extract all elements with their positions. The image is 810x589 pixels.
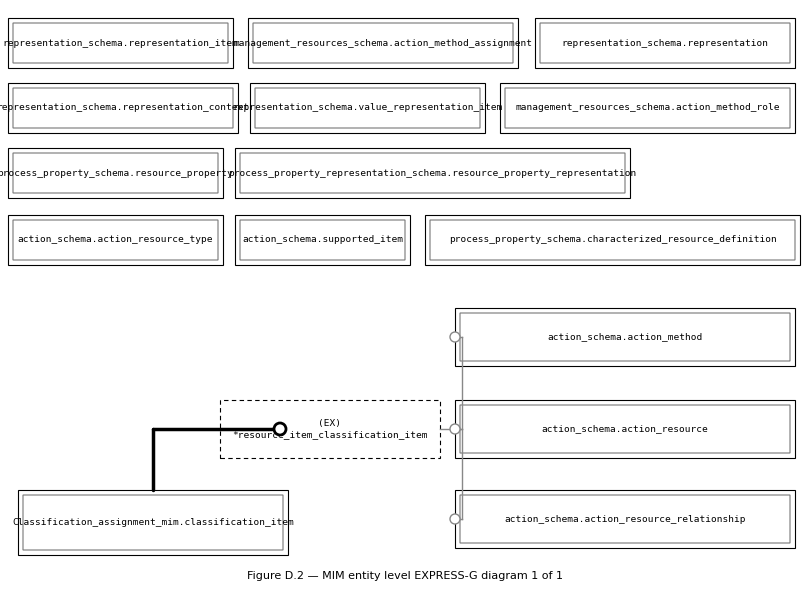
FancyBboxPatch shape (13, 153, 218, 193)
FancyBboxPatch shape (460, 313, 790, 361)
Text: representation_schema.value_representation_item: representation_schema.value_representati… (232, 104, 503, 112)
FancyBboxPatch shape (455, 400, 795, 458)
FancyBboxPatch shape (8, 18, 233, 68)
Text: action_schema.action_resource_type: action_schema.action_resource_type (18, 236, 213, 244)
Text: process_property_representation_schema.resource_property_representation: process_property_representation_schema.r… (228, 168, 637, 177)
Text: representation_schema.representation: representation_schema.representation (561, 38, 769, 48)
Text: action_schema.action_method: action_schema.action_method (548, 333, 702, 342)
FancyBboxPatch shape (235, 215, 410, 265)
FancyBboxPatch shape (460, 495, 790, 543)
FancyBboxPatch shape (8, 215, 223, 265)
FancyBboxPatch shape (540, 23, 790, 63)
Text: management_resources_schema.action_method_assignment: management_resources_schema.action_metho… (233, 38, 532, 48)
FancyBboxPatch shape (18, 490, 288, 555)
FancyBboxPatch shape (220, 400, 440, 458)
Text: action_schema.supported_item: action_schema.supported_item (242, 236, 403, 244)
FancyBboxPatch shape (240, 153, 625, 193)
FancyBboxPatch shape (13, 220, 218, 260)
Text: management_resources_schema.action_method_role: management_resources_schema.action_metho… (515, 104, 780, 112)
Text: action_schema.action_resource_relationship: action_schema.action_resource_relationsh… (505, 515, 746, 524)
Text: action_schema.action_resource: action_schema.action_resource (542, 425, 709, 434)
FancyBboxPatch shape (8, 148, 223, 198)
FancyBboxPatch shape (13, 88, 233, 128)
Circle shape (450, 514, 460, 524)
Circle shape (274, 423, 286, 435)
FancyBboxPatch shape (455, 308, 795, 366)
FancyBboxPatch shape (460, 405, 790, 453)
FancyBboxPatch shape (253, 23, 513, 63)
FancyBboxPatch shape (455, 490, 795, 548)
Text: Figure D.2 — MIM entity level EXPRESS-G diagram 1 of 1: Figure D.2 — MIM entity level EXPRESS-G … (247, 571, 563, 581)
Text: representation_schema.representation_context: representation_schema.representation_con… (0, 104, 249, 112)
Text: representation_schema.representation_item: representation_schema.representation_ite… (2, 38, 238, 48)
FancyBboxPatch shape (23, 495, 283, 550)
Text: process_property_schema.characterized_resource_definition: process_property_schema.characterized_re… (449, 236, 776, 244)
Text: (EX)
*resource_item_classification_item: (EX) *resource_item_classification_item (232, 419, 428, 439)
FancyBboxPatch shape (425, 215, 800, 265)
Circle shape (450, 424, 460, 434)
FancyBboxPatch shape (8, 83, 238, 133)
FancyBboxPatch shape (13, 23, 228, 63)
FancyBboxPatch shape (535, 18, 795, 68)
FancyBboxPatch shape (248, 18, 518, 68)
FancyBboxPatch shape (505, 88, 790, 128)
FancyBboxPatch shape (500, 83, 795, 133)
FancyBboxPatch shape (240, 220, 405, 260)
Text: process_property_schema.resource_property: process_property_schema.resource_propert… (0, 168, 233, 177)
Text: Classification_assignment_mim.classification_item: Classification_assignment_mim.classifica… (12, 518, 294, 527)
FancyBboxPatch shape (235, 148, 630, 198)
FancyBboxPatch shape (250, 83, 485, 133)
FancyBboxPatch shape (255, 88, 480, 128)
FancyBboxPatch shape (430, 220, 795, 260)
Circle shape (450, 332, 460, 342)
